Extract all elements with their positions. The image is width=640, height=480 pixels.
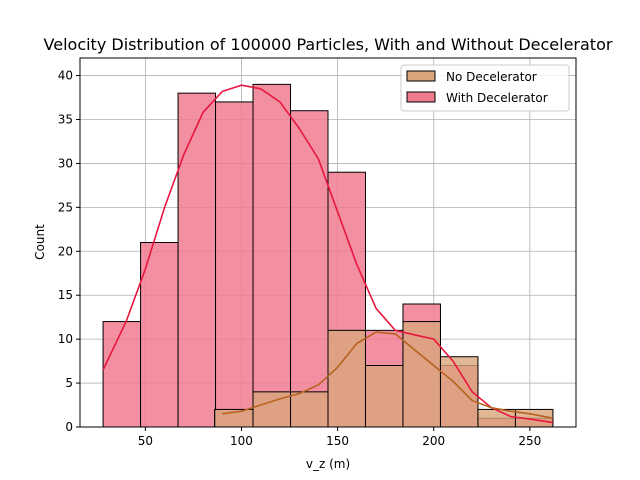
y-tick-label: 35 — [58, 113, 73, 127]
legend-box — [400, 64, 570, 112]
y-tick-label: 5 — [65, 376, 73, 390]
y-tick-label: 30 — [58, 156, 73, 170]
legend-swatch — [406, 91, 436, 103]
y-axis-label: Count — [33, 224, 47, 260]
bar-with-decelerator — [290, 110, 329, 428]
bar-no-decelerator — [290, 391, 329, 428]
y-tick-label: 0 — [65, 420, 73, 434]
bar-with-decelerator — [177, 92, 217, 428]
bar-no-decelerator — [364, 365, 404, 428]
legend: No Decelerator With Decelerator — [400, 64, 570, 112]
x-tick-label: 200 — [422, 434, 445, 448]
x-tick-label: 150 — [326, 434, 349, 448]
bar-no-decelerator — [402, 321, 441, 428]
x-tick-label: 100 — [230, 434, 253, 448]
y-tick-label: 40 — [58, 69, 73, 83]
legend-label: No Decelerator — [446, 70, 537, 84]
y-tick-label: 15 — [58, 288, 73, 302]
x-axis-label: v_z (m) — [306, 457, 350, 471]
y-tick-label: 10 — [58, 332, 73, 346]
x-tick-label: 50 — [138, 434, 153, 448]
kde-curves — [102, 84, 554, 424]
y-tick-label: 25 — [58, 200, 73, 214]
bar-with-decelerator — [252, 83, 292, 428]
bar-no-decelerator — [327, 329, 366, 428]
kde-line-no-decelerator — [222, 331, 554, 419]
y-axis-ticks: 0 5 10 15 20 25 30 35 40 — [58, 69, 80, 434]
chart-title: Velocity Distribution of 100000 Particle… — [44, 35, 613, 54]
legend-swatch — [406, 70, 436, 82]
bar-no-decelerator — [477, 408, 516, 428]
axes-frame — [79, 57, 577, 428]
bar-with-decelerator — [140, 242, 179, 428]
x-axis-ticks: 50 100 150 200 250 — [138, 427, 541, 448]
bar-with-decelerator — [102, 321, 142, 428]
histogram-bars — [102, 83, 554, 428]
legend-label: With Decelerator — [446, 91, 548, 105]
kde-line-with-decelerator — [102, 84, 554, 424]
y-tick-label: 20 — [58, 244, 73, 258]
x-tick-label: 250 — [518, 434, 541, 448]
bar-with-decelerator — [215, 101, 254, 428]
